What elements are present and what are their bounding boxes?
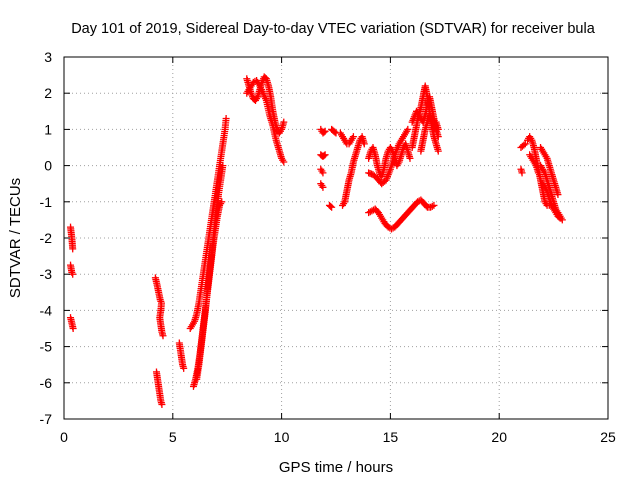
grid-lines [64, 57, 608, 419]
chart-title: Day 101 of 2019, Sidereal Day-to-day VTE… [71, 21, 596, 37]
x-tick-label: 10 [274, 429, 290, 445]
data-point [158, 401, 166, 409]
data-point [219, 162, 227, 170]
data-point [69, 245, 77, 253]
data-point [280, 158, 288, 166]
y-tick-label: -6 [40, 375, 53, 391]
y-tick-label: -5 [40, 339, 53, 355]
y-tick-label: -2 [40, 230, 53, 246]
y-tick-label: -3 [40, 266, 53, 282]
data-point [404, 125, 412, 133]
data-point [518, 169, 526, 177]
data-point [349, 133, 357, 141]
axis-ticks [63, 56, 609, 420]
data-point [280, 118, 288, 126]
data-point [428, 202, 436, 210]
data-point [159, 332, 167, 340]
data-point [321, 151, 329, 159]
data-point [321, 127, 329, 135]
x-axis-label: GPS time / hours [279, 459, 393, 476]
x-tick-labels: 0 5 10 15 20 25 [60, 429, 616, 445]
data-point [554, 191, 562, 199]
data-point [406, 154, 414, 162]
data-points [67, 73, 566, 409]
data-point [434, 147, 442, 155]
data-point [430, 201, 438, 209]
data-point [434, 125, 442, 133]
x-tick-label: 20 [491, 429, 507, 445]
y-tick-label: -1 [40, 194, 53, 210]
y-tick-labels: -7 -6 -5 -4 -3 -2 -1 0 1 2 3 [40, 49, 53, 427]
data-point [69, 325, 77, 332]
data-point [320, 128, 328, 136]
y-tick-label: -4 [40, 302, 53, 318]
data-point [556, 214, 564, 222]
y-tick-label: 1 [44, 121, 52, 137]
x-tick-label: 15 [383, 429, 399, 445]
y-tick-label: 0 [44, 158, 52, 174]
data-point [331, 128, 339, 136]
data-point [555, 213, 563, 221]
data-point [320, 152, 328, 160]
data-point [180, 364, 188, 372]
data-point [328, 203, 336, 211]
data-point [521, 140, 529, 148]
data-point [360, 140, 368, 148]
data-point [319, 183, 327, 191]
data-point [327, 202, 335, 210]
y-axis-label: SDTVAR / TECUs [7, 178, 24, 298]
data-point [534, 169, 542, 177]
data-point [69, 270, 77, 278]
x-tick-label: 0 [60, 429, 68, 445]
data-point [218, 198, 226, 206]
x-tick-label: 25 [600, 429, 616, 445]
data-point [319, 169, 327, 177]
y-tick-label: 2 [44, 85, 52, 101]
data-point [520, 141, 528, 149]
data-point [434, 133, 442, 141]
y-tick-label: 3 [44, 49, 52, 65]
x-tick-label: 5 [169, 429, 177, 445]
data-point [222, 115, 230, 123]
y-tick-label: -7 [40, 411, 53, 427]
